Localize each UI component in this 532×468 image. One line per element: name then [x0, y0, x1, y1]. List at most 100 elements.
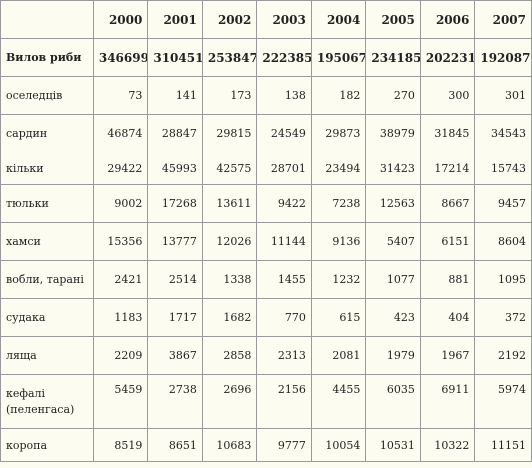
row-label: сардин [1, 115, 94, 152]
table-cell: 404 [420, 299, 476, 337]
table-cell: 7238 [311, 185, 367, 223]
table-cell: 6911 [420, 375, 476, 429]
table-cell: 38979 [366, 115, 421, 152]
total-cell: 222385 [257, 39, 312, 77]
table-cell: 45993 [148, 152, 203, 185]
table-row: вобли, тарані 2421 2514 1338 1455 1232 1… [1, 261, 532, 299]
table-cell: 141 [148, 77, 203, 115]
table-cell: 173 [202, 77, 258, 115]
year-header: 2005 [366, 1, 421, 39]
table-row: коропа 8519 8651 10683 9777 10054 10531 … [1, 429, 532, 462]
row-label: кільки [1, 152, 94, 185]
table-cell: 301 [475, 77, 532, 115]
table-cell: 24549 [257, 115, 312, 152]
table-cell: 1682 [202, 299, 258, 337]
year-header-row: 2000 2001 2002 2003 2004 2005 2006 2007 [1, 1, 532, 39]
table-cell: 28847 [148, 115, 203, 152]
table-cell: 1967 [420, 337, 476, 375]
row-label: коропа [1, 429, 94, 462]
table-cell: 2192 [475, 337, 532, 375]
table-cell: 1979 [366, 337, 421, 375]
table-cell: 73 [93, 77, 149, 115]
table-row: тюльки 9002 17268 13611 9422 7238 12563 … [1, 185, 532, 223]
table-cell: 10322 [420, 429, 476, 462]
table-cell: 31423 [366, 152, 421, 185]
total-cell: 195067 [311, 39, 367, 77]
table-cell: 8667 [420, 185, 476, 223]
table-cell: 29422 [93, 152, 149, 185]
table-cell: 13777 [148, 223, 203, 261]
table-cell: 6035 [366, 375, 421, 429]
table-cell: 1183 [93, 299, 149, 337]
total-cell: 202231 [420, 39, 476, 77]
table-cell: 46874 [94, 115, 149, 152]
corner-cell [1, 1, 94, 39]
table-cell: 2156 [257, 375, 312, 429]
table-cell: 1232 [311, 261, 367, 299]
table-cell: 1095 [475, 261, 532, 299]
table-row: ляща 2209 3867 2858 2313 2081 1979 1967 … [1, 337, 532, 375]
table-cell: 17214 [420, 152, 476, 185]
table-row: судака 1183 1717 1682 770 615 423 404 37… [1, 299, 532, 337]
table-row: оселедців 73 141 173 138 182 270 300 301 [1, 77, 532, 115]
table-cell: 138 [257, 77, 312, 115]
year-header: 2006 [420, 1, 476, 39]
table-cell: 423 [366, 299, 421, 337]
table-cell: 300 [420, 77, 476, 115]
table-cell: 9002 [93, 185, 149, 223]
table-cell: 5974 [475, 375, 532, 429]
table-cell: 29815 [203, 115, 258, 152]
year-header: 2000 [93, 1, 149, 39]
year-header: 2002 [202, 1, 258, 39]
table-row: сардин 46874 28847 29815 24549 29873 389… [1, 115, 532, 152]
table-cell: 11144 [257, 223, 312, 261]
table-cell: 8604 [475, 223, 532, 261]
table-cell: 15356 [93, 223, 149, 261]
table-cell: 3867 [148, 337, 203, 375]
table-cell: 23494 [311, 152, 367, 185]
table-cell: 2081 [311, 337, 367, 375]
table-cell: 2696 [202, 375, 258, 429]
year-header: 2003 [257, 1, 312, 39]
table-row: кефалі (пеленгаса) 5459 2738 2696 2156 4… [1, 375, 532, 429]
table-cell: 9457 [475, 185, 532, 223]
row-label: Вилов риби [1, 39, 94, 77]
total-cell: 253847 [202, 39, 258, 77]
total-cell: 192087 [475, 39, 532, 77]
row-label: судака [1, 299, 94, 337]
row-label: вобли, тарані [1, 261, 94, 299]
table-cell: 2209 [93, 337, 149, 375]
table-cell: 182 [311, 77, 367, 115]
table-cell: 29873 [312, 115, 367, 152]
row-label: тюльки [1, 185, 94, 223]
table-row: хамси 15356 13777 12026 11144 9136 5407 … [1, 223, 532, 261]
total-cell: 234185 [366, 39, 421, 77]
total-cell: 310451 [148, 39, 203, 77]
table-cell: 17268 [148, 185, 203, 223]
table-cell: 8651 [148, 429, 203, 462]
table-cell: 5407 [366, 223, 421, 261]
year-header: 2007 [475, 1, 532, 39]
table-cell: 9777 [257, 429, 312, 462]
table-cell: 1717 [148, 299, 203, 337]
year-header: 2004 [311, 1, 367, 39]
table-cell: 372 [475, 299, 532, 337]
table-cell: 2421 [93, 261, 149, 299]
table-cell: 2514 [148, 261, 203, 299]
row-label: кефалі (пеленгаса) [1, 375, 94, 429]
table-cell: 270 [366, 77, 421, 115]
table-cell: 11151 [475, 429, 532, 462]
table-cell: 615 [311, 299, 367, 337]
table-cell: 10054 [311, 429, 367, 462]
table-cell: 9422 [257, 185, 312, 223]
table-cell: 2858 [202, 337, 258, 375]
table-cell: 42575 [202, 152, 258, 185]
table-cell: 1338 [202, 261, 258, 299]
total-catch-row: Вилов риби 346699 310451 253847 222385 1… [1, 39, 532, 77]
table-cell: 770 [257, 299, 312, 337]
table-row: кільки 29422 45993 42575 28701 23494 314… [1, 152, 532, 185]
total-cell: 346699 [93, 39, 149, 77]
table-cell: 12026 [202, 223, 258, 261]
table-cell: 6151 [420, 223, 476, 261]
